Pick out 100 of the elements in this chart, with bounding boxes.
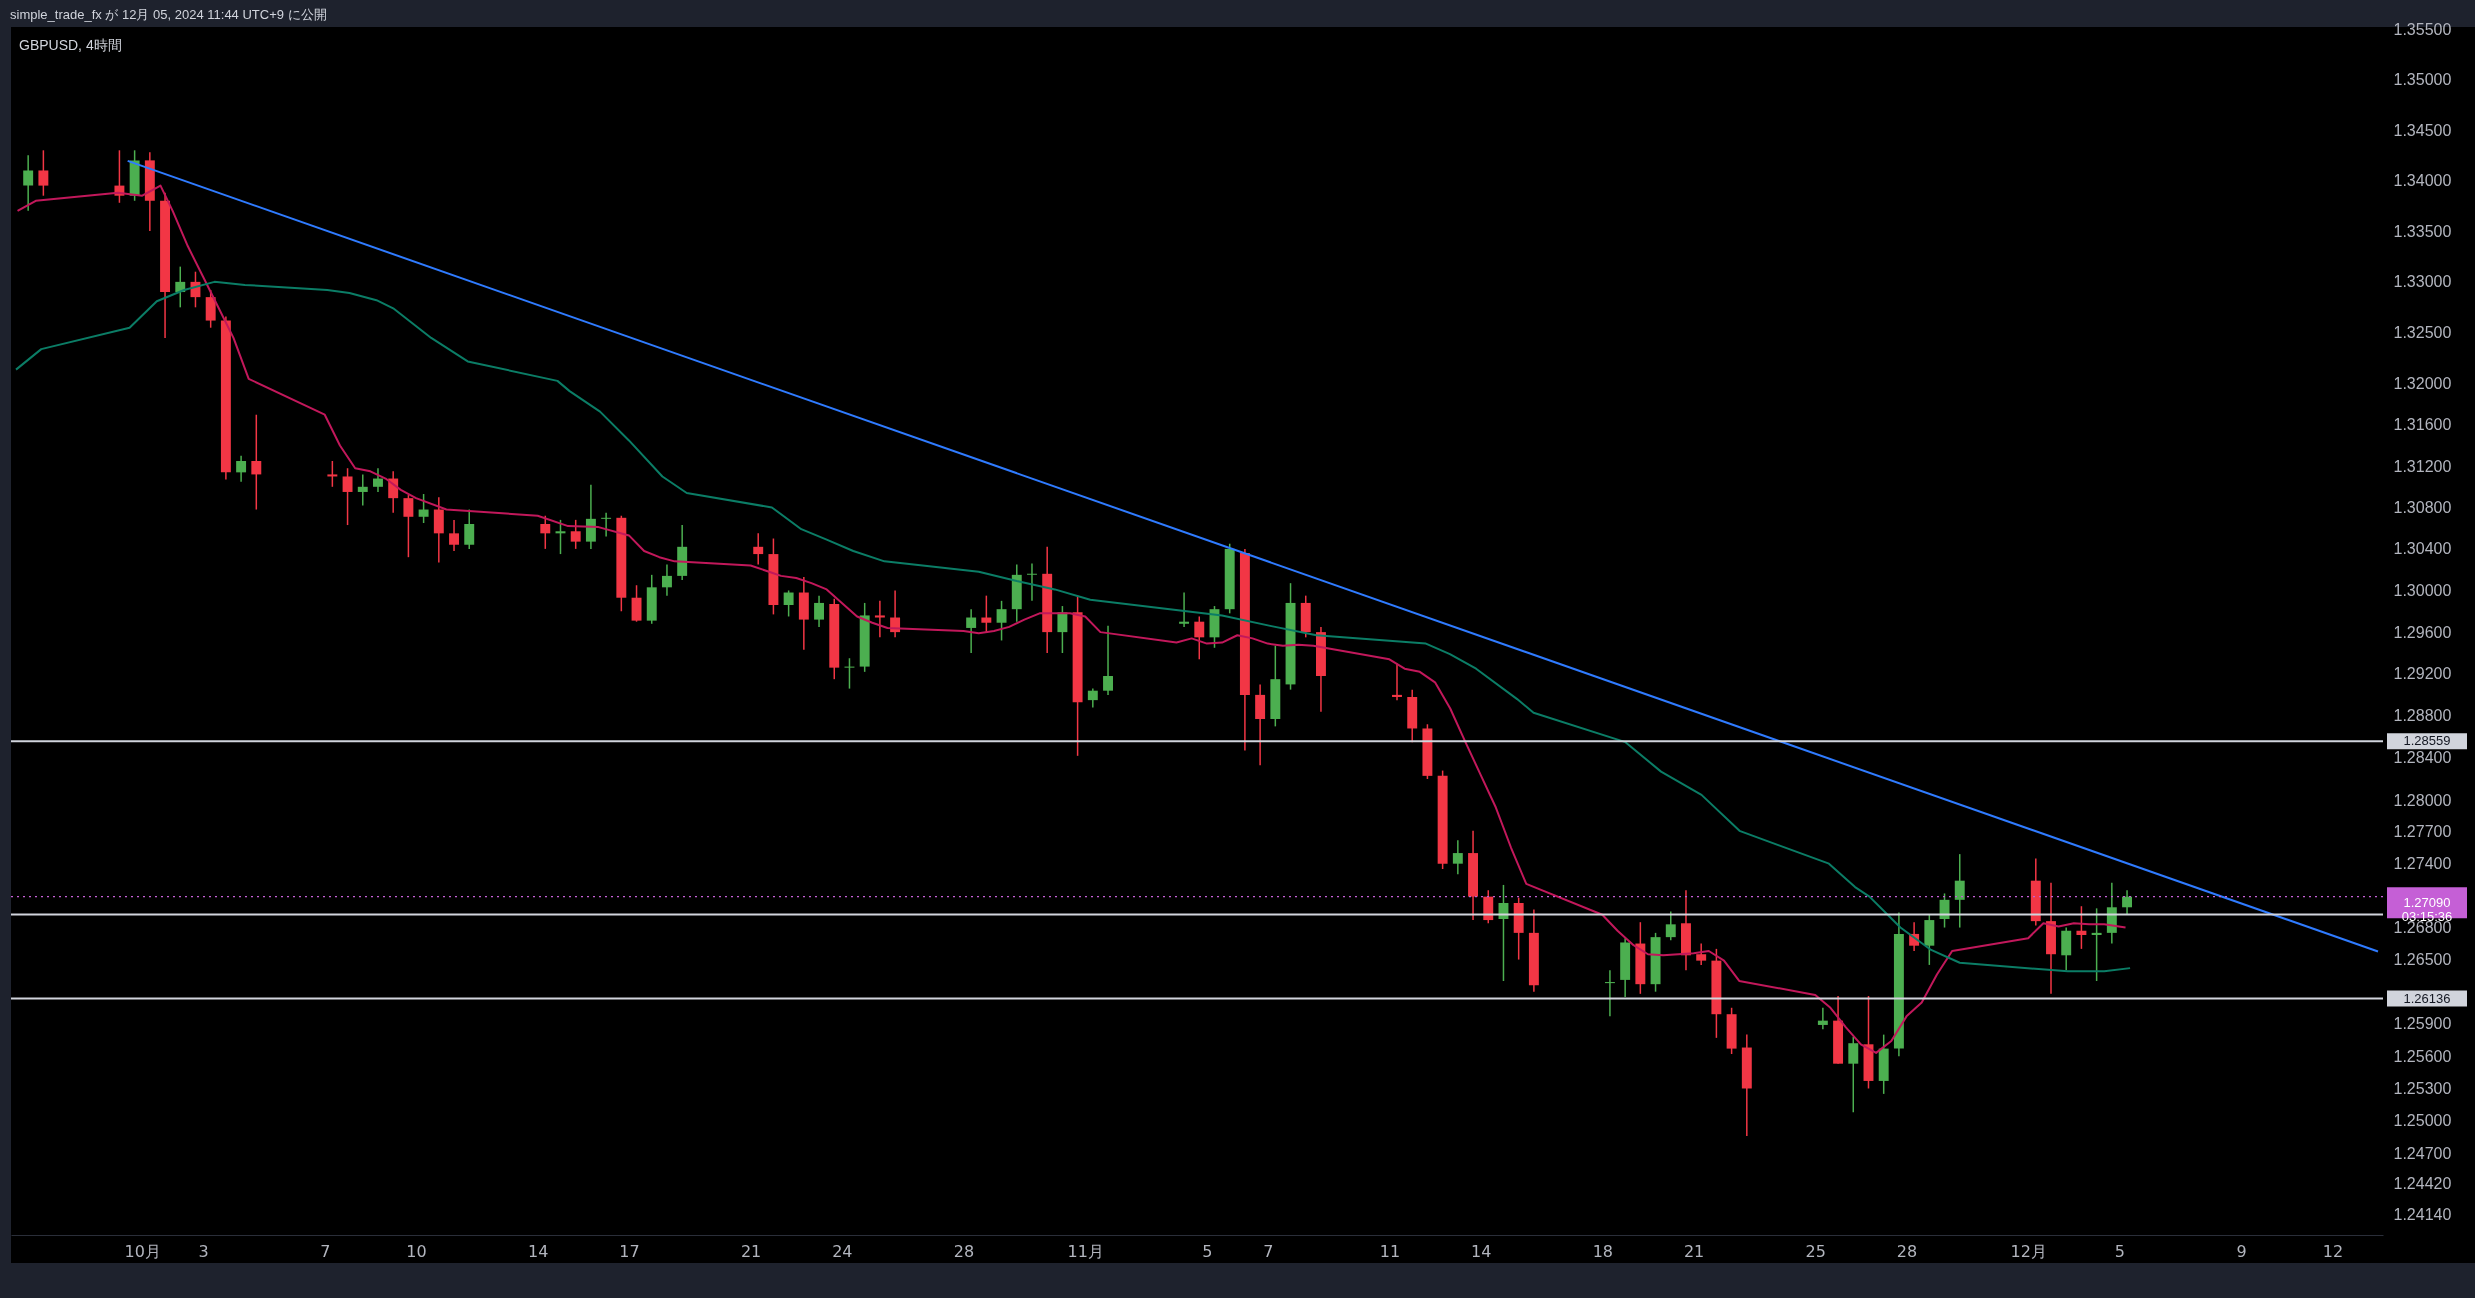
y-tick-label: 1.26800 — [2393, 919, 2452, 937]
y-tick-label: 1.25900 — [2393, 1015, 2452, 1033]
x-tick-label: 5 — [1202, 1241, 1213, 1261]
y-tick-label: 1.25000 — [2393, 1112, 2452, 1130]
y-tick-label: 1.25300 — [2393, 1079, 2452, 1097]
candlestick — [23, 154, 34, 212]
candlestick — [236, 455, 247, 483]
candlestick — [38, 149, 49, 197]
candlestick — [540, 514, 551, 550]
x-tick-label: 21 — [1683, 1241, 1705, 1261]
candlestick — [1604, 969, 1615, 1018]
x-tick-label: 28 — [953, 1241, 975, 1261]
candlestick — [1452, 839, 1463, 876]
x-tick-label: 10月 — [124, 1241, 161, 1261]
candlestick — [418, 493, 429, 524]
x-tick-label: 7 — [1263, 1241, 1274, 1261]
y-tick-label: 1.28400 — [2393, 749, 2452, 767]
candlestick — [449, 519, 459, 552]
y-tick-label: 1.32500 — [2393, 324, 2452, 342]
y-tick-label: 1.31600 — [2393, 416, 2452, 434]
x-tick-label: 17 — [619, 1241, 640, 1261]
x-tick-label: 11 — [1379, 1241, 1401, 1261]
line-series — [15, 280, 2132, 973]
candlestick — [1696, 942, 1707, 966]
y-tick-label: 1.24420 — [2393, 1175, 2452, 1193]
candlestick — [996, 600, 1007, 642]
candlestick — [814, 594, 825, 628]
x-tick-label: 9 — [2236, 1241, 2247, 1261]
x-tick-label: 11月 — [1067, 1241, 1104, 1261]
candlestick — [327, 460, 338, 488]
x-tick-label: 14 — [528, 1241, 549, 1261]
ref-line-label: 1.28559 — [2403, 733, 2451, 749]
candlestick — [1057, 605, 1068, 654]
candlestick — [1087, 687, 1098, 709]
candlestick — [2076, 905, 2087, 950]
y-tick-label: 1.34500 — [2393, 121, 2452, 139]
candlestick — [342, 467, 353, 526]
x-tick-label: 28 — [1896, 1241, 1918, 1261]
x-tick-label: 24 — [832, 1241, 853, 1261]
candlestick — [844, 657, 855, 690]
text: GBPUSD, 4時間 — [19, 37, 122, 55]
y-tick-label: 1.30000 — [2393, 581, 2452, 599]
candlestick — [783, 589, 794, 618]
candlestick — [2091, 907, 2102, 982]
y-tick-label: 1.30800 — [2393, 498, 2452, 516]
candlestick — [661, 563, 672, 597]
x-tick-label: 18 — [1592, 1241, 1614, 1261]
candlestick — [631, 584, 642, 623]
y-tick-label: 1.29600 — [2393, 623, 2452, 641]
y-tick-label: 1.26500 — [2393, 951, 2452, 969]
candlestick — [601, 511, 612, 538]
candlestick — [570, 519, 581, 550]
y-tick-label: 1.25600 — [2393, 1047, 2452, 1065]
y-tick-label: 1.31200 — [2393, 457, 2452, 475]
candlestick — [966, 608, 977, 654]
x-tick-label: 7 — [320, 1241, 331, 1261]
candlestick — [357, 473, 368, 507]
candlestick — [1103, 625, 1113, 696]
y-tick-label: 1.35000 — [2393, 71, 2452, 89]
candlestick — [1392, 662, 1402, 701]
x-tick-label: 12 — [2322, 1241, 2344, 1261]
y-tick-label: 1.30400 — [2393, 540, 2452, 558]
x-tick-label: 21 — [740, 1241, 762, 1261]
x-tick-label: 3 — [198, 1241, 209, 1261]
candlestick — [1954, 853, 1965, 929]
y-tick-label: 1.35500 — [2393, 21, 2452, 39]
y-tick-label: 1.32000 — [2393, 375, 2452, 393]
x-tick-label: 14 — [1470, 1241, 1492, 1261]
y-tick-label: 1.34000 — [2393, 172, 2452, 190]
candlestick — [373, 467, 383, 493]
x-tick-label: 10 — [406, 1241, 427, 1261]
y-tick-label: 1.28000 — [2393, 791, 2452, 809]
x-tick-label: 12月 — [2010, 1241, 2047, 1261]
y-tick-label: 1.33000 — [2393, 273, 2452, 291]
candlestick — [981, 594, 992, 633]
y-tick-label: 1.24700 — [2393, 1144, 2452, 1162]
candlestick — [1483, 889, 1494, 925]
candlestick — [251, 413, 262, 511]
x-tick-label: 5 — [2114, 1241, 2126, 1261]
y-tick-label: 1.27400 — [2393, 855, 2452, 873]
candlestick — [1179, 591, 1190, 628]
candlestick — [1848, 1036, 1859, 1114]
ref-line-label: 1.26136 — [2403, 990, 2451, 1006]
x-tick-label: 25 — [1805, 1241, 1826, 1261]
candlestick — [753, 532, 764, 566]
candlestick — [2122, 889, 2133, 916]
candlestick — [1665, 910, 1676, 942]
candlestick — [1027, 562, 1037, 602]
y-tick-label: 1.27700 — [2393, 823, 2452, 841]
candlestick — [874, 600, 885, 639]
candlestick — [1194, 615, 1205, 661]
candlestick — [1817, 1007, 1828, 1030]
y-tick-label: 1.29200 — [2393, 665, 2452, 683]
y-tick-label: 1.33500 — [2393, 222, 2452, 240]
candlestick — [403, 494, 414, 558]
y-tick-label: 1.28800 — [2393, 707, 2452, 725]
candlestick — [433, 496, 444, 564]
text: simple_trade_fx が 12月 05, 2024 11:44 UTC+9 に公開 — [10, 6, 327, 24]
candlestick — [585, 483, 596, 550]
y-tick-label: 1.24140 — [2393, 1205, 2452, 1223]
